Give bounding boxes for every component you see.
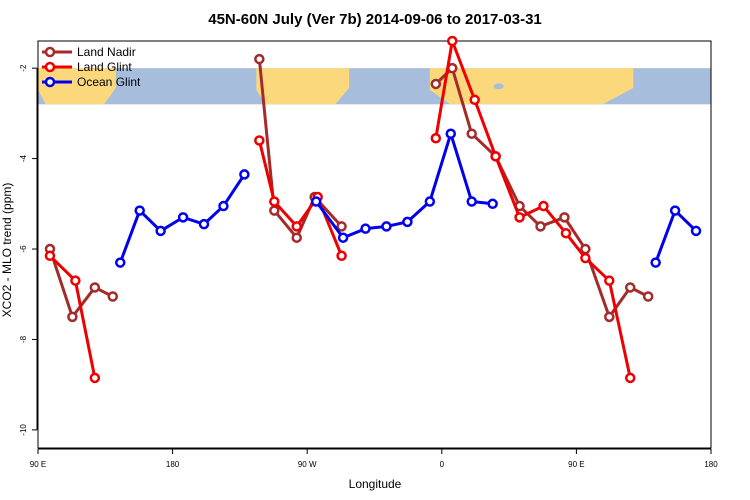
world-map-band	[38, 68, 711, 105]
data-point-land-nadir	[269, 205, 280, 216]
data-point-ocean-glint	[134, 205, 145, 216]
y-axis-label: XCO2 - MLO trend (ppm)	[0, 183, 14, 318]
data-point-land-glint	[70, 275, 81, 286]
data-point-ocean-glint	[239, 169, 250, 180]
data-point-ocean-glint	[177, 212, 189, 223]
data-point-ocean-glint	[424, 196, 436, 207]
data-point-land-nadir	[336, 221, 347, 232]
chart-title: 45N-60N July (Ver 7b) 2014-09-06 to 2017…	[208, 11, 542, 28]
data-point-land-glint	[490, 151, 501, 162]
series-line-ocean-glint	[654, 209, 698, 264]
data-point-land-glint	[269, 196, 280, 207]
legend-item-land-glint: Land Glint	[42, 60, 132, 74]
data-point-ocean-glint	[669, 205, 681, 216]
data-point-land-nadir	[107, 291, 119, 302]
data-point-land-nadir	[430, 78, 442, 90]
map-landmass	[429, 68, 634, 105]
data-point-land-nadir	[580, 243, 591, 255]
data-point-land-glint	[336, 250, 347, 262]
data-point-land-glint	[291, 221, 302, 232]
map-landmass	[38, 68, 116, 105]
data-point-land-nadir	[291, 232, 302, 243]
data-point-ocean-glint	[690, 225, 702, 237]
data-point-ocean-glint	[487, 198, 498, 210]
legend-swatch-marker	[44, 76, 56, 88]
y-tick-label: -2	[19, 64, 28, 72]
series-line-land-glint	[434, 39, 632, 379]
data-point-land-glint	[89, 372, 101, 384]
data-point-land-nadir	[559, 212, 570, 223]
data-point-land-nadir	[254, 53, 265, 65]
plot-frame	[37, 40, 712, 449]
map-lake	[212, 86, 223, 93]
legend-label: Land Glint	[77, 60, 132, 74]
data-point-land-nadir	[466, 128, 477, 139]
x-tick-label: 180	[704, 460, 718, 469]
map-lake	[170, 85, 181, 92]
x-tick-label: 0	[440, 460, 445, 469]
y-tick-label: -4	[19, 154, 28, 162]
data-point-land-nadir	[624, 282, 636, 293]
legend-item-land-nadir: Land Nadir	[42, 45, 136, 59]
data-point-ocean-glint	[445, 128, 457, 139]
data-point-land-glint	[514, 212, 525, 223]
map-lake	[493, 83, 504, 90]
data-point-ocean-glint	[198, 218, 210, 230]
data-point-ocean-glint	[337, 232, 349, 243]
x-axis: 90 E 180 90 W 0 90 E 180	[30, 448, 718, 469]
x-tick-label: 90 W	[298, 460, 317, 469]
y-tick-label: -6	[19, 245, 28, 253]
data-point-ocean-glint	[310, 196, 322, 207]
legend-swatch-marker	[44, 61, 56, 73]
legend-label: Land Nadir	[77, 45, 136, 59]
data-point-ocean-glint	[402, 216, 413, 228]
data-point-land-nadir	[67, 311, 78, 323]
data-point-ocean-glint	[155, 225, 166, 237]
data-point-ocean-glint	[650, 257, 661, 268]
y-tick-label: -8	[19, 335, 28, 343]
data-point-ocean-glint	[218, 200, 229, 212]
map-land	[38, 68, 634, 105]
x-axis-label: Longitude	[349, 477, 402, 491]
data-point-land-glint	[447, 35, 458, 47]
legend-swatch-marker	[44, 46, 56, 58]
data-point-ocean-glint	[381, 221, 392, 232]
data-point-land-nadir	[89, 282, 101, 293]
y-axis: -2 -4 -6 -8 -10	[19, 64, 38, 436]
series-line-land-nadir	[48, 248, 114, 319]
y-tick-label: -10	[19, 424, 28, 436]
data-point-land-nadir	[642, 291, 654, 302]
series-land-nadir	[44, 53, 654, 323]
data-point-land-nadir	[535, 221, 546, 232]
x-tick-label: 90 E	[30, 460, 46, 469]
data-point-land-nadir	[604, 311, 615, 323]
series-ocean-glint	[115, 128, 702, 268]
data-point-land-glint	[469, 94, 480, 106]
x-tick-label: 90 E	[568, 460, 584, 469]
data-point-land-glint	[560, 227, 572, 239]
data-point-land-glint	[430, 132, 442, 144]
data-point-land-glint	[44, 250, 56, 262]
data-point-land-glint	[604, 275, 615, 286]
data-point-ocean-glint	[466, 196, 477, 207]
x-tick-label: 180	[166, 460, 180, 469]
data-point-land-glint	[538, 200, 549, 212]
data-point-land-glint	[254, 135, 265, 146]
series-land-glint	[44, 35, 636, 384]
legend-label: Ocean Glint	[77, 75, 141, 89]
series-layer	[44, 35, 702, 384]
legend-item-ocean-glint: Ocean Glint	[42, 75, 141, 89]
data-point-land-glint	[580, 252, 591, 264]
map-landmass	[256, 68, 350, 105]
data-point-ocean-glint	[115, 257, 126, 268]
data-point-land-glint	[624, 372, 636, 384]
data-point-ocean-glint	[360, 223, 371, 234]
